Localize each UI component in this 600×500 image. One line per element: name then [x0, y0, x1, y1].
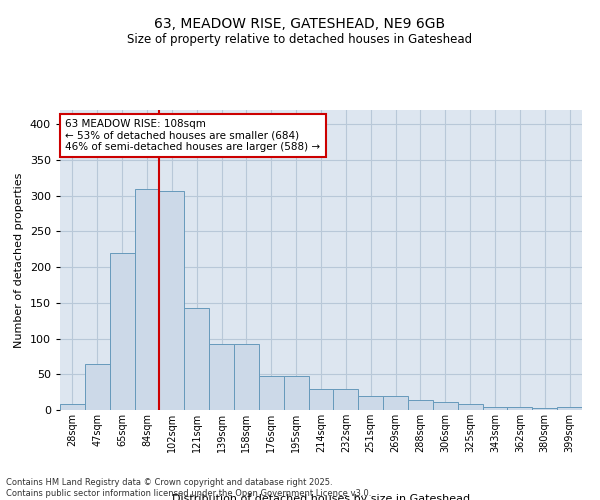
Y-axis label: Number of detached properties: Number of detached properties	[14, 172, 24, 348]
Bar	[234, 344, 259, 410]
Bar	[134, 188, 160, 410]
Text: Contains HM Land Registry data © Crown copyright and database right 2025.
Contai: Contains HM Land Registry data © Crown c…	[6, 478, 371, 498]
Bar	[308, 388, 334, 410]
Bar	[60, 404, 85, 410]
Bar	[557, 407, 582, 410]
Bar	[408, 400, 433, 410]
Bar	[358, 396, 383, 410]
X-axis label: Distribution of detached houses by size in Gateshead: Distribution of detached houses by size …	[172, 494, 470, 500]
Bar	[532, 408, 557, 410]
Bar	[482, 407, 508, 410]
Bar	[160, 190, 184, 410]
Bar	[259, 376, 284, 410]
Text: Size of property relative to detached houses in Gateshead: Size of property relative to detached ho…	[127, 32, 473, 46]
Bar	[284, 376, 308, 410]
Bar	[383, 396, 408, 410]
Text: 63, MEADOW RISE, GATESHEAD, NE9 6GB: 63, MEADOW RISE, GATESHEAD, NE9 6GB	[154, 18, 446, 32]
Bar	[110, 253, 134, 410]
Bar	[508, 407, 532, 410]
Bar	[209, 344, 234, 410]
Bar	[458, 404, 482, 410]
Bar	[85, 364, 110, 410]
Text: 63 MEADOW RISE: 108sqm
← 53% of detached houses are smaller (684)
46% of semi-de: 63 MEADOW RISE: 108sqm ← 53% of detached…	[65, 119, 320, 152]
Bar	[184, 308, 209, 410]
Bar	[433, 402, 458, 410]
Bar	[334, 388, 358, 410]
